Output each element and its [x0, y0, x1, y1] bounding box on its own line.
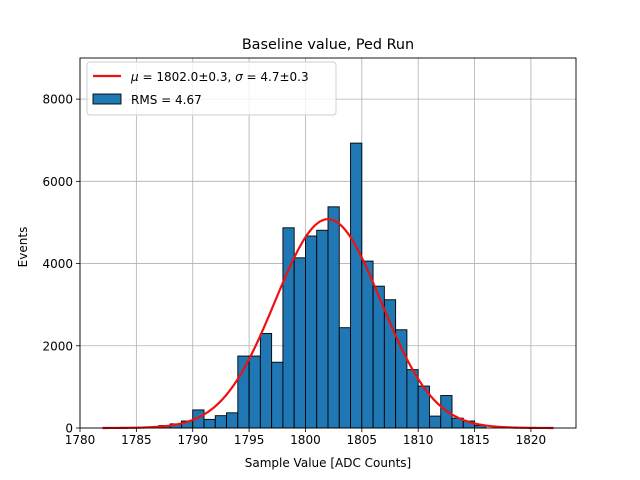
y-tick-label: 4000 — [42, 257, 73, 271]
x-tick-label: 1815 — [459, 433, 490, 447]
legend-sigma-symbol: σ — [235, 70, 243, 84]
x-tick-label: 1780 — [65, 433, 96, 447]
histogram-bar — [429, 415, 442, 429]
histogram-bar — [282, 227, 295, 429]
y-tick-label: 8000 — [42, 93, 73, 107]
histogram-bar — [293, 257, 306, 429]
gaussian-fit — [102, 218, 554, 430]
x-axis-label: Sample Value [ADC Counts] — [245, 456, 411, 470]
legend-histogram-swatch — [92, 93, 122, 105]
histogram-bar — [361, 260, 374, 429]
legend: μ = 1802.0±0.3, σ = 4.7±0.3 RMS = 4.67 — [86, 61, 337, 116]
gaussian-fit-curve — [102, 218, 554, 430]
x-tick-label: 1785 — [121, 433, 152, 447]
x-tick-label: 1810 — [403, 433, 434, 447]
histogram-bar — [395, 329, 408, 429]
histogram-bar — [406, 369, 419, 429]
legend-fit-entry: μ = 1802.0±0.3, σ = 4.7±0.3 — [130, 70, 309, 84]
plot-frame — [79, 57, 577, 429]
histogram-bar — [259, 332, 273, 429]
legend-box — [86, 61, 337, 116]
legend-rms-entry: RMS = 4.67 — [131, 93, 202, 107]
chart-title: Baseline value, Ped Run — [242, 37, 414, 53]
histogram-bar — [383, 299, 397, 429]
y-tick-label: 2000 — [42, 339, 73, 353]
legend-mu-symbol: μ — [130, 70, 139, 84]
histogram-bar — [338, 327, 351, 429]
histogram-bar — [226, 412, 239, 429]
histogram-bar — [214, 415, 227, 429]
x-tick-label: 1805 — [347, 433, 378, 447]
x-tick-label: 1800 — [290, 433, 321, 447]
x-tick-label: 1795 — [234, 433, 265, 447]
legend-mu-text: = 1802.0±0.3, — [139, 70, 235, 84]
histogram-bar — [305, 235, 318, 429]
x-tick-label: 1790 — [177, 433, 208, 447]
x-tick-label: 1820 — [516, 433, 547, 447]
histogram-bar — [237, 355, 250, 429]
legend-sigma-text: = 4.7±0.3 — [243, 70, 309, 84]
histogram-bar — [350, 142, 363, 429]
y-tick-label: 0 — [65, 422, 73, 436]
x-axis: 1780 1785 1790 1795 1800 1805 1810 1815 1820 — [65, 428, 546, 447]
histogram-bars — [158, 142, 487, 429]
y-axis-label: Events — [16, 227, 30, 268]
y-axis: 0 2000 4000 6000 8000 — [42, 93, 80, 436]
histogram-bar — [271, 361, 284, 429]
histogram-bar — [316, 229, 329, 429]
y-tick-label: 6000 — [42, 175, 73, 189]
histogram-bar — [248, 355, 261, 429]
histogram-bar — [203, 418, 216, 429]
histogram-bar — [327, 206, 340, 429]
